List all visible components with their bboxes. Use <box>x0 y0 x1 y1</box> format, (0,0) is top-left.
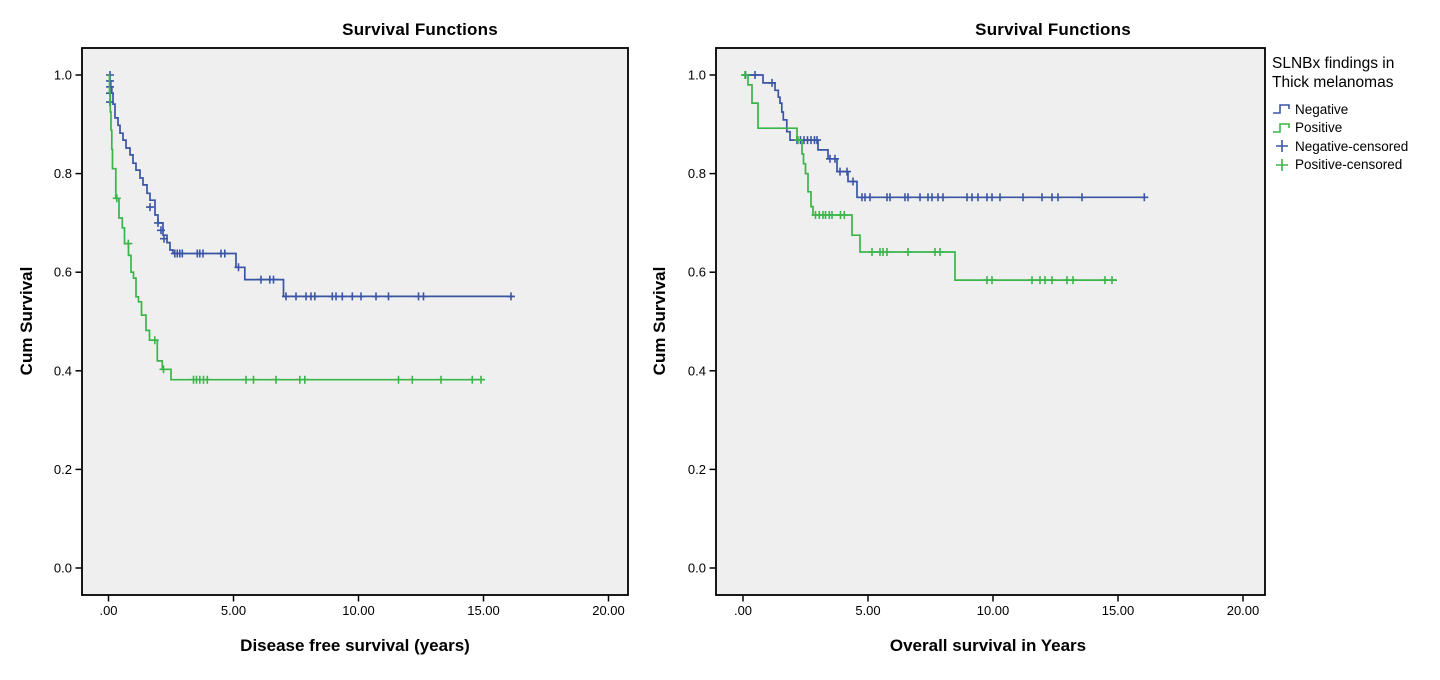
y-tick-label-1: 0.0 <box>688 561 706 576</box>
y-tick-label-1: 0.6 <box>688 265 706 280</box>
legend: SLNBx findings in Thick melanomas Negati… <box>1272 54 1440 174</box>
y-tick-label-0: 0.4 <box>54 363 72 378</box>
x-tick-label-1: 20.00 <box>1227 603 1260 618</box>
y-tick-label-0: 1.0 <box>54 68 72 83</box>
legend-title: SLNBx findings in Thick melanomas <box>1272 54 1440 92</box>
legend-item-label: Positive-censored <box>1295 157 1403 173</box>
legend-item-positive-censored: Positive-censored <box>1272 156 1440 175</box>
legend-item-label: Negative-censored <box>1295 138 1409 154</box>
x-tick-label-0: .00 <box>99 603 117 618</box>
x-tick-label-0: 20.00 <box>592 603 625 618</box>
x-tick-label-0: 5.00 <box>221 603 246 618</box>
step-line-icon <box>1273 122 1290 133</box>
y-tick-label-1: 1.0 <box>688 68 706 83</box>
plot-area-0 <box>82 48 628 595</box>
legend-items: Negative Positive Negative-censored Positiv… <box>1272 100 1440 174</box>
y-axis-label-left-text: Cum Survival <box>17 266 36 376</box>
legend-item-negative: Negative <box>1272 100 1440 119</box>
step-line-icon <box>1273 104 1290 115</box>
y-tick-label-0: 0.2 <box>54 462 72 477</box>
y-tick-label-0: 0.0 <box>54 561 72 576</box>
legend-item-label: Negative <box>1295 101 1349 117</box>
series-line-0-negative <box>108 74 514 298</box>
y-tick-label-1: 0.2 <box>688 462 706 477</box>
y-tick-label-0: 0.6 <box>54 265 72 280</box>
legend-item-label: Positive <box>1295 120 1343 136</box>
y-tick-label-1: 0.4 <box>688 363 706 378</box>
x-tick-label-1: .00 <box>734 603 752 618</box>
censored-marks-1-positive <box>741 71 1116 285</box>
y-tick-label-1: 0.8 <box>688 166 706 181</box>
plot-area-1 <box>716 48 1265 595</box>
x-axis-label-right: Overall survival in Years <box>889 636 1087 655</box>
plus-censored-icon <box>1276 140 1288 153</box>
x-tick-label-0: 10.00 <box>342 603 375 618</box>
x-tick-label-1: 5.00 <box>855 603 880 618</box>
plus-censored-icon <box>1276 158 1288 171</box>
chart-title-left: Survival Functions <box>342 20 498 39</box>
x-tick-label-1: 10.00 <box>977 603 1010 618</box>
plot-frame-1 <box>715 47 1266 596</box>
legend-title-line1: SLNBx findings in <box>1272 55 1395 72</box>
y-axis-label-right-text: Cum Survival <box>650 266 669 376</box>
series-line-1-positive <box>743 74 1117 281</box>
legend-title-line2: Thick melanomas <box>1272 74 1394 91</box>
x-tick-label-1: 15.00 <box>1102 603 1135 618</box>
legend-item-positive: Positive <box>1272 119 1440 138</box>
y-tick-label-0: 0.8 <box>54 166 72 181</box>
chart-title-right: Survival Functions <box>975 20 1131 39</box>
censored-marks-0-positive <box>112 194 485 384</box>
legend-item-negative-censored: Negative-censored <box>1272 137 1440 156</box>
x-axis-label-left: Disease free survival (years) <box>240 636 470 655</box>
x-tick-label-0: 15.00 <box>467 603 500 618</box>
plot-frame-0 <box>81 47 629 596</box>
